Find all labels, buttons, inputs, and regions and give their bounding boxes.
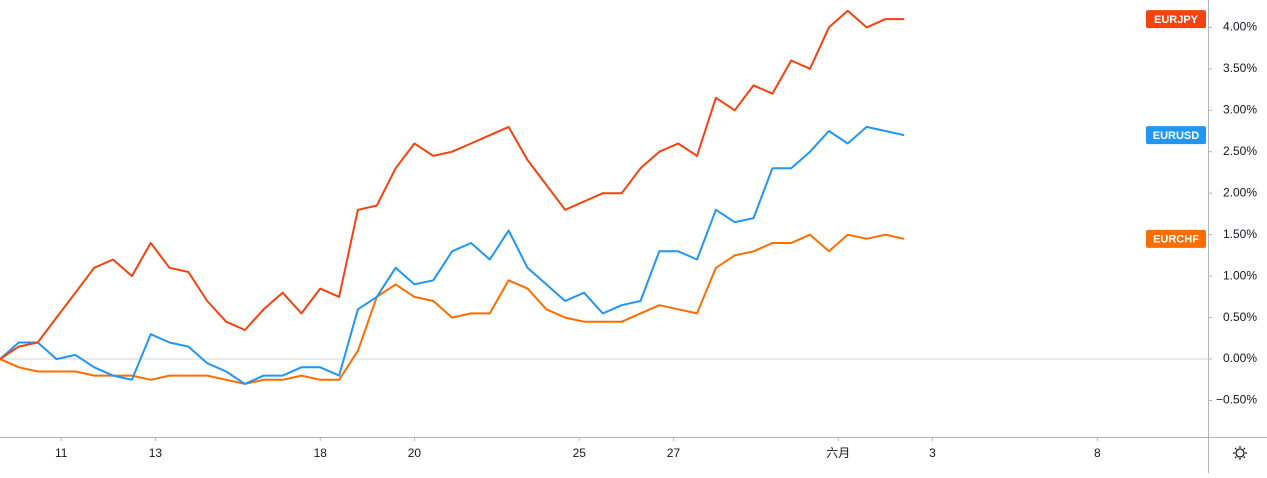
legend-label: EURUSD: [1153, 130, 1200, 142]
x-tick-label: 18: [314, 446, 328, 460]
legend-label: EURCHF: [1153, 234, 1199, 246]
legend-badge-bg: [1146, 10, 1206, 29]
legend-badge: EURCHF: [1146, 229, 1206, 248]
y-tick-label: 2.00%: [1223, 185, 1257, 199]
x-tick-label: 13: [149, 446, 163, 460]
y-tick-label: 3.50%: [1223, 61, 1257, 75]
x-tick-label: 8: [1094, 446, 1101, 460]
x-tick-label: 11: [55, 446, 68, 460]
legend-badge: EURJPY: [1146, 10, 1206, 29]
y-tick-label: −0.50%: [1216, 393, 1257, 407]
y-tick-label: 1.00%: [1223, 268, 1257, 282]
y-tick-label: 0.50%: [1223, 310, 1257, 324]
x-tick-label: 20: [408, 446, 422, 460]
line-series: [0, 9, 905, 360]
x-tick-label: 六月: [826, 446, 850, 460]
y-tick-label: 3.00%: [1223, 102, 1257, 116]
x-tick-label: 27: [667, 446, 681, 460]
legend-badge-bg: [1146, 126, 1206, 145]
y-tick-label: 4.00%: [1223, 20, 1257, 34]
y-tick-label: 0.00%: [1223, 351, 1257, 365]
x-tick-label: 3: [929, 446, 936, 460]
y-tick-label: 2.50%: [1223, 144, 1257, 158]
line-series: [0, 125, 905, 385]
legend-label: EURJPY: [1154, 14, 1199, 26]
line-series: [0, 233, 905, 385]
y-tick-label: 1.50%: [1223, 227, 1257, 241]
x-tick-label: 25: [573, 446, 587, 460]
settings-icon[interactable]: [1233, 446, 1247, 460]
legend-badge: EURUSD: [1146, 126, 1206, 145]
legend-badge-bg: [1146, 229, 1206, 248]
